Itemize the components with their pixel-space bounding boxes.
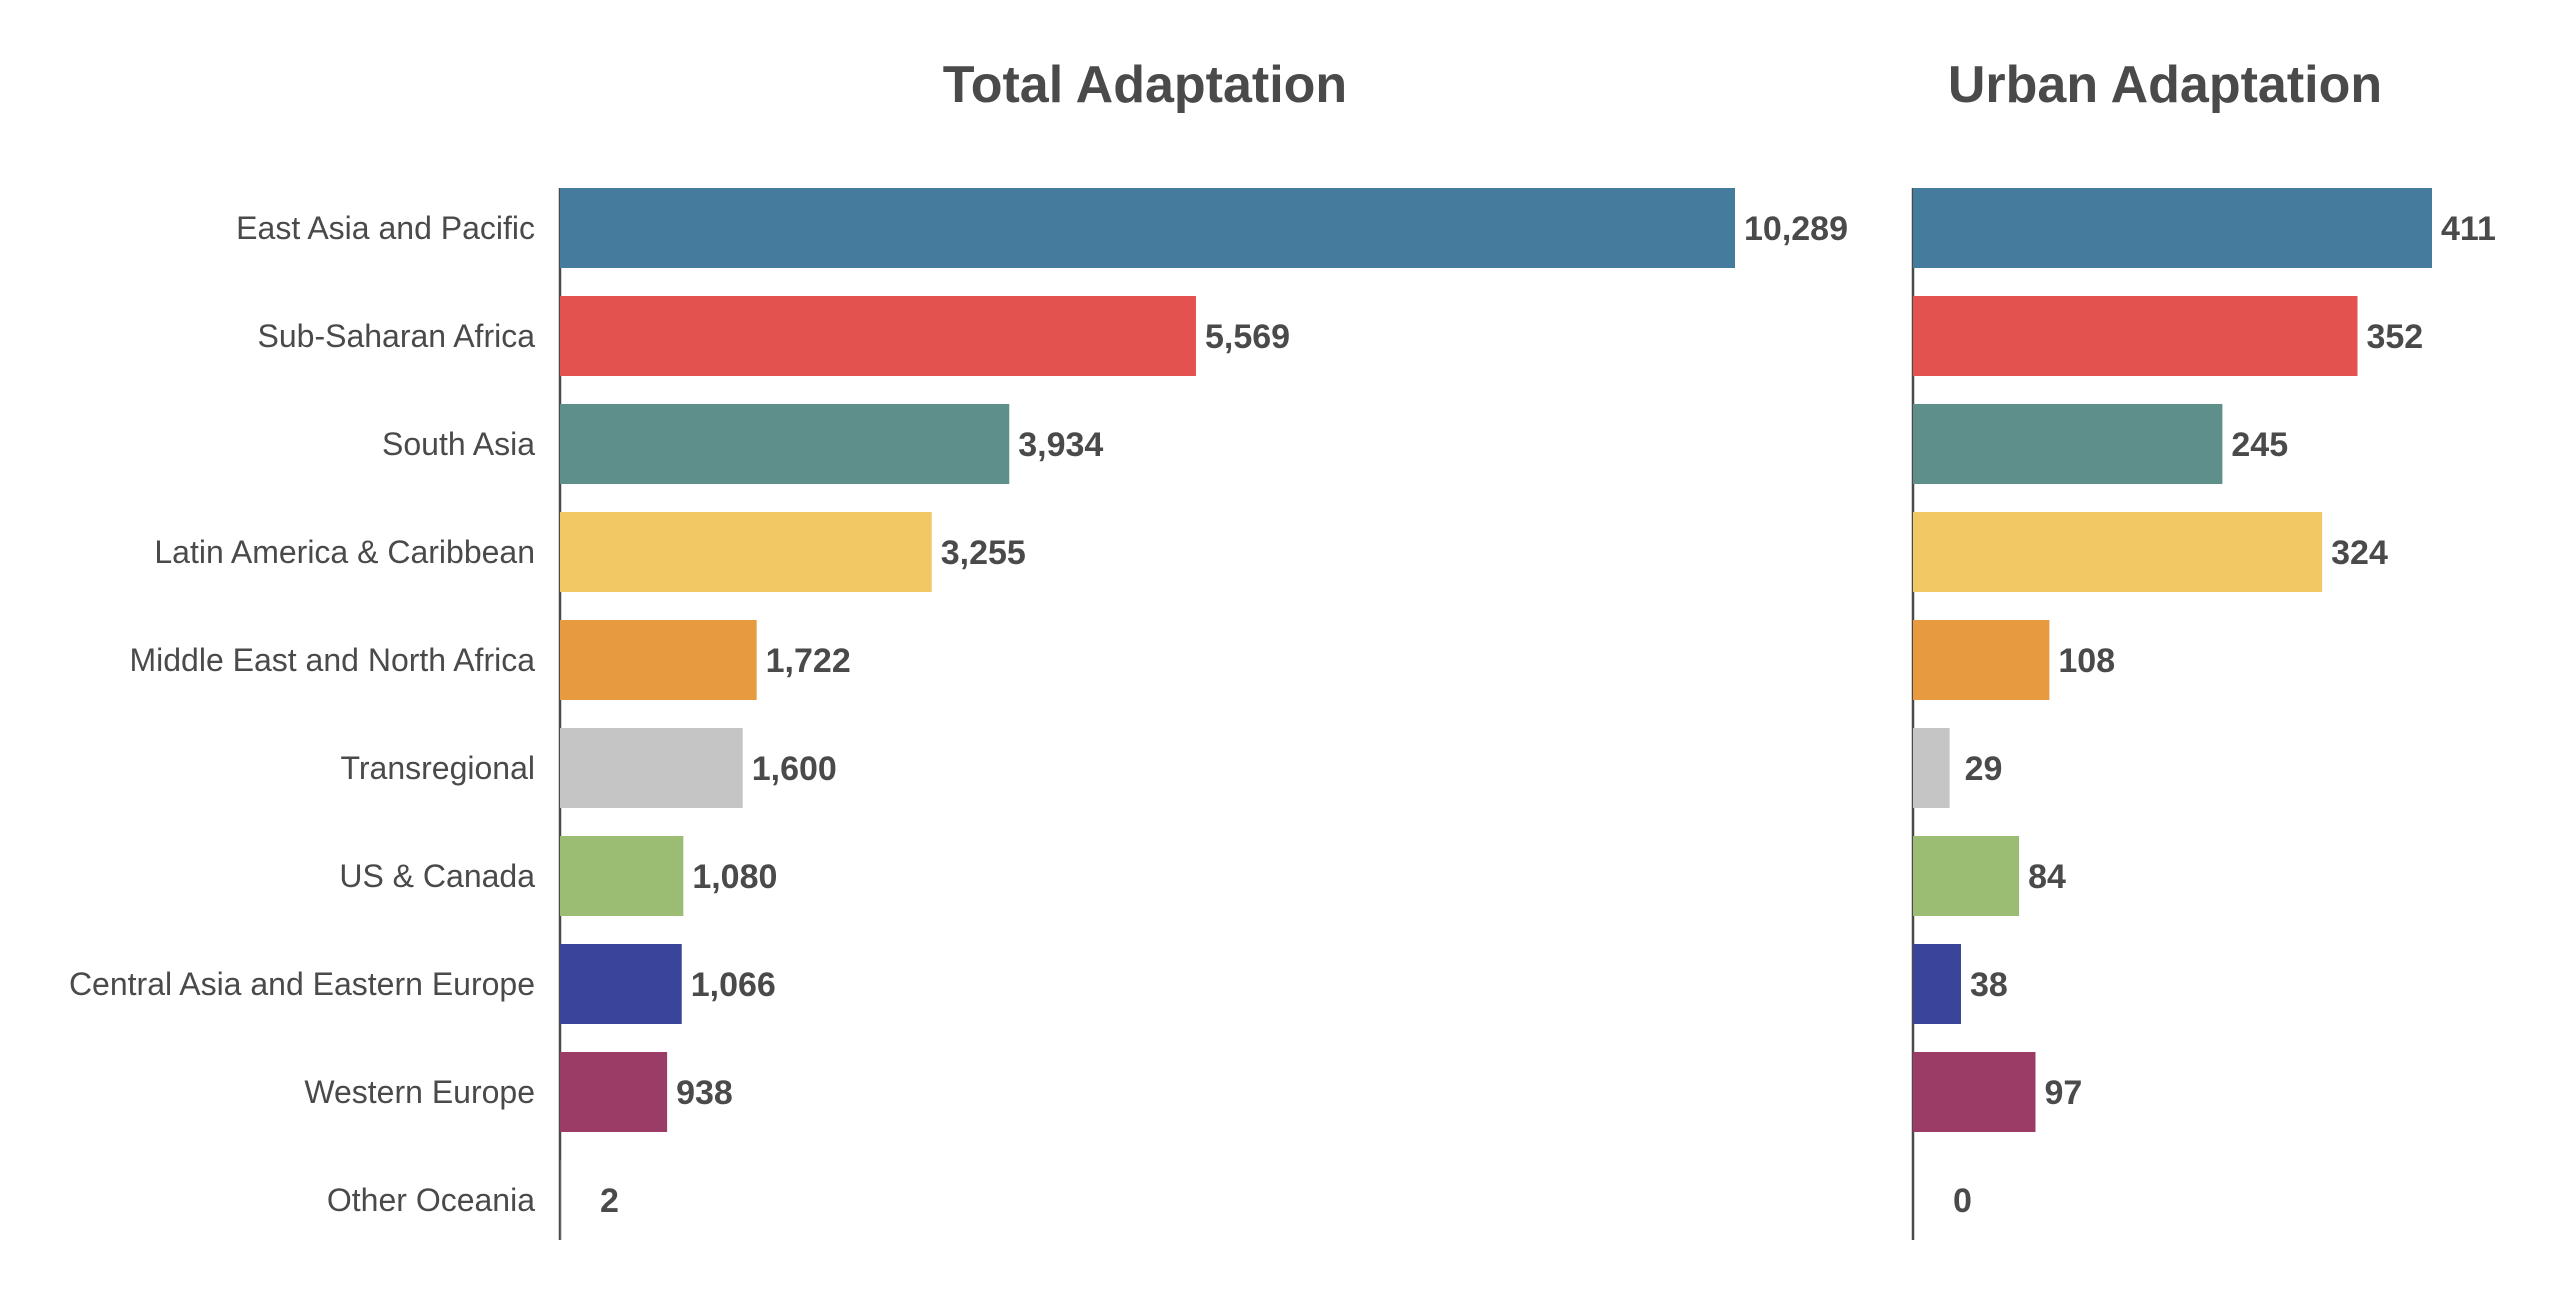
category-label: Western Europe xyxy=(304,1074,535,1110)
urban-bar xyxy=(1913,836,2020,916)
total-bar xyxy=(560,1052,668,1132)
total-value-label: 1,066 xyxy=(691,966,776,1004)
total-bar xyxy=(560,728,743,808)
total-value-label: 1,600 xyxy=(752,750,837,788)
category-label: Latin America & Caribbean xyxy=(154,534,535,570)
urban-value-label: 324 xyxy=(2331,534,2388,572)
total-value-label: 2 xyxy=(600,1182,619,1220)
urban-adaptation-title: Urban Adaptation xyxy=(1948,56,2382,114)
total-bar xyxy=(560,944,682,1024)
category-label: East Asia and Pacific xyxy=(236,210,535,246)
urban-value-label: 38 xyxy=(1970,966,2008,1004)
urban-bar xyxy=(1913,944,1961,1024)
urban-bar xyxy=(1913,512,2323,592)
total-value-label: 10,289 xyxy=(1744,210,1848,248)
urban-bar xyxy=(1913,296,2358,376)
total-value-label: 3,934 xyxy=(1018,426,1103,464)
category-label: South Asia xyxy=(382,426,535,462)
total-value-label: 1,080 xyxy=(692,858,777,896)
total-bar xyxy=(560,836,684,916)
total-value-label: 3,255 xyxy=(941,534,1026,572)
urban-value-label: 0 xyxy=(1953,1182,1972,1220)
category-labels: East Asia and Pacific Sub-Saharan Africa S… xyxy=(69,210,535,1218)
total-value-label: 5,569 xyxy=(1205,318,1290,356)
category-label: US & Canada xyxy=(339,858,535,894)
urban-value-label: 29 xyxy=(1965,750,2003,788)
urban-value-label: 352 xyxy=(2366,318,2423,356)
category-label: Central Asia and Eastern Europe xyxy=(69,966,535,1002)
urban-value-label: 245 xyxy=(2231,426,2288,464)
total-bar xyxy=(560,512,932,592)
category-label: Transregional xyxy=(341,750,535,786)
urban-value-label: 97 xyxy=(2044,1074,2082,1112)
urban-value-label: 411 xyxy=(2441,210,2496,248)
urban-value-label: 84 xyxy=(2028,858,2066,896)
urban-bar xyxy=(1913,404,2223,484)
total-value-label: 1,722 xyxy=(766,642,851,680)
urban-bar xyxy=(1913,188,2432,268)
total-bar xyxy=(560,620,757,700)
urban-adaptation-panel: 411 352 245 324 108 29 84 38 97 0 xyxy=(1911,188,2496,1240)
urban-bar xyxy=(1913,1052,2036,1132)
total-adaptation-panel: 10,289 5,569 3,934 3,255 1,722 1,600 1,080 1,06… xyxy=(558,188,1848,1240)
total-value-label: 938 xyxy=(676,1074,733,1112)
category-label: Sub-Saharan Africa xyxy=(258,318,536,354)
total-bar xyxy=(560,404,1010,484)
urban-bar xyxy=(1913,620,2050,700)
category-label: Other Oceania xyxy=(327,1182,535,1218)
urban-value-label: 108 xyxy=(2058,642,2115,680)
urban-bar xyxy=(1913,728,1950,808)
total-bar xyxy=(560,296,1196,376)
total-bar xyxy=(560,188,1735,268)
total-adaptation-title: Total Adaptation xyxy=(943,56,1347,114)
category-label: Middle East and North Africa xyxy=(129,642,535,678)
